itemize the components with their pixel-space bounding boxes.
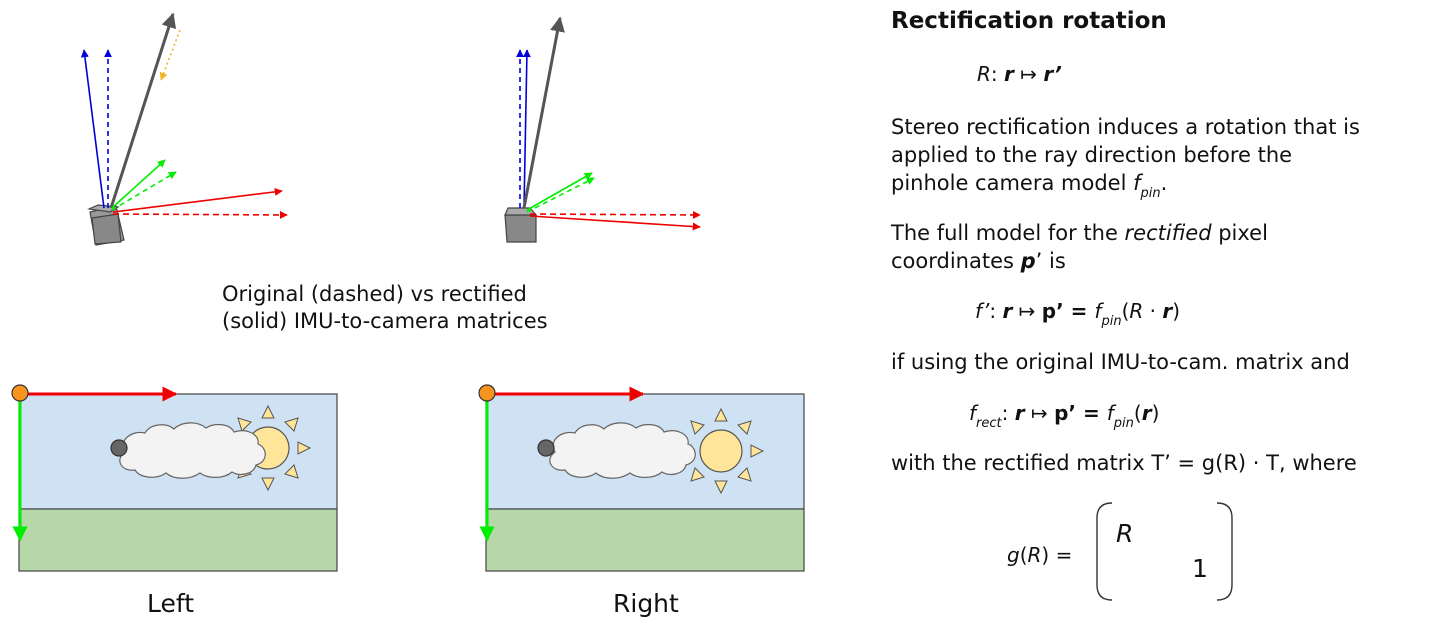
cloud-icon <box>119 422 266 479</box>
principal-point <box>537 439 555 457</box>
image-origin <box>478 384 496 402</box>
paragraph-rectified-matrix: with the rectified matrix T’ = g(R) · T,… <box>891 451 1357 475</box>
y-axis-rectified <box>111 159 166 209</box>
ray-direction <box>522 16 565 209</box>
right-image-label: Right <box>613 589 679 618</box>
right-image <box>478 384 805 572</box>
x-axis-rectified <box>112 187 283 213</box>
ray-direction <box>109 12 177 209</box>
matrix-entry-one: 1 <box>1192 554 1208 583</box>
camera-icon <box>504 207 538 243</box>
panel-title: Rectification rotation <box>891 8 1167 34</box>
paragraph-full-model: The full model for the rectified pixel c… <box>891 221 1268 273</box>
camera-icon <box>86 204 125 246</box>
matrix-entry-r: R <box>1116 519 1134 548</box>
x-axis-original <box>112 210 288 219</box>
sketch-caption: Original (dashed) vs rectified (solid) I… <box>222 281 548 335</box>
x-axis-rectified <box>529 215 701 231</box>
sun-icon <box>678 408 764 494</box>
z-axis-rectified <box>80 49 105 209</box>
matrix-brackets <box>1096 502 1233 601</box>
cloud-icon <box>549 422 696 479</box>
ground <box>485 508 805 572</box>
principal-point <box>110 439 128 457</box>
paragraph-rectification: Stereo rectification induces a rotation … <box>891 115 1360 201</box>
left-image <box>11 384 338 572</box>
y-axis-rectified <box>526 172 593 211</box>
paragraph-original-matrix: if using the original IMU-to-cam. matrix… <box>891 350 1350 374</box>
image-origin <box>11 384 29 402</box>
y-axis-original <box>526 177 595 213</box>
ray-projection <box>159 29 181 81</box>
equation-g-of-r: g(R) = <box>1007 543 1073 567</box>
left-image-label: Left <box>147 589 195 618</box>
caption-line-2: (solid) IMU-to-camera matrices <box>222 309 548 333</box>
equation-original-model: f’: r ↦ p’ = fpin(R · r) <box>975 299 1181 329</box>
left-camera-sketch <box>80 12 288 246</box>
x-axis-original <box>529 210 701 219</box>
caption-line-1: Original (dashed) vs rectified <box>222 282 527 306</box>
y-axis-original <box>111 171 177 211</box>
ground <box>18 508 338 572</box>
z-axis-rectified <box>522 49 531 209</box>
right-camera-sketch <box>504 16 701 243</box>
equation-rectified-model: frect: r ↦ p’ = fpin(r) <box>969 401 1160 431</box>
equation-rotation: R: r ↦ r’ <box>977 62 1062 86</box>
